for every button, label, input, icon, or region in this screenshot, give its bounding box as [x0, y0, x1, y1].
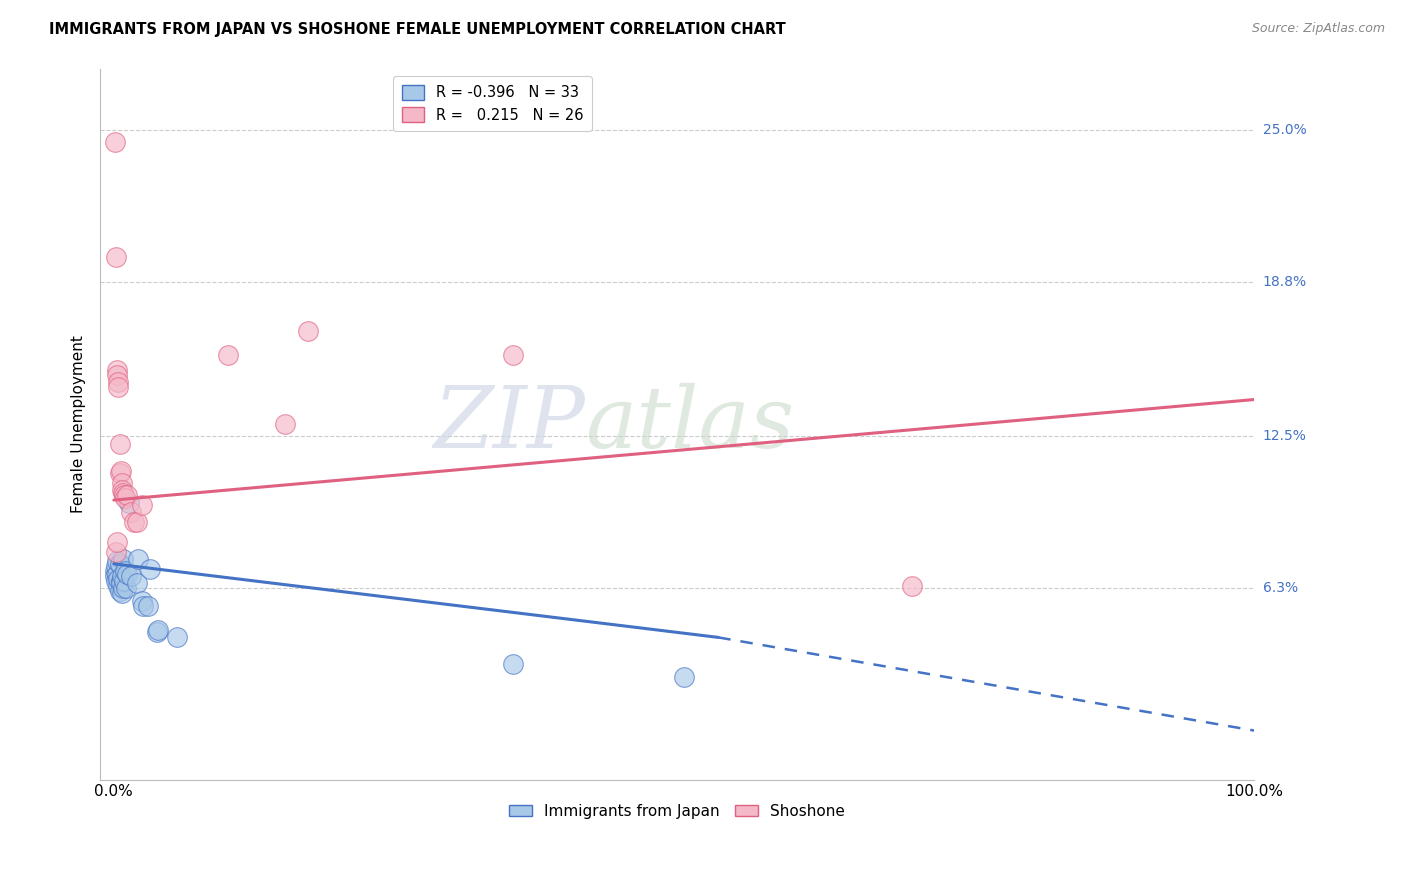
Point: [131, 498, 153, 512]
Point: [297, 324, 319, 338]
Point: [105, 250, 128, 264]
Text: atlas: atlas: [585, 383, 794, 466]
Point: [115, 582, 138, 596]
Point: [111, 586, 134, 600]
Point: [110, 574, 132, 588]
Point: [105, 554, 128, 568]
Point: [120, 569, 142, 583]
Point: [111, 569, 134, 583]
Point: [105, 363, 128, 377]
Point: [105, 544, 128, 558]
Text: 25.0%: 25.0%: [1263, 123, 1306, 136]
Point: [217, 348, 239, 362]
Point: [114, 564, 136, 578]
Point: [139, 562, 162, 576]
Point: [125, 576, 148, 591]
Point: [111, 552, 134, 566]
Point: [502, 348, 524, 362]
Point: [105, 534, 128, 549]
Point: [105, 566, 128, 581]
Point: [132, 599, 155, 613]
Point: [112, 574, 135, 588]
Point: [136, 599, 159, 613]
Point: [117, 495, 139, 509]
Point: [107, 376, 129, 390]
Point: [108, 583, 131, 598]
Y-axis label: Female Unemployment: Female Unemployment: [72, 335, 86, 513]
Point: [111, 483, 134, 498]
Point: [901, 579, 924, 593]
Text: Source: ZipAtlas.com: Source: ZipAtlas.com: [1251, 22, 1385, 36]
Text: ZIP: ZIP: [433, 383, 585, 466]
Point: [108, 436, 131, 450]
Point: [502, 657, 524, 672]
Point: [107, 380, 129, 394]
Point: [148, 623, 170, 637]
Point: [108, 557, 131, 571]
Point: [672, 670, 695, 684]
Point: [274, 417, 297, 431]
Legend: Immigrants from Japan, Shoshone: Immigrants from Japan, Shoshone: [503, 798, 851, 825]
Point: [112, 488, 135, 502]
Point: [110, 464, 132, 478]
Text: 6.3%: 6.3%: [1263, 582, 1298, 595]
Text: 18.8%: 18.8%: [1263, 275, 1306, 289]
Point: [104, 135, 127, 149]
Point: [110, 576, 132, 591]
Point: [114, 491, 136, 505]
Point: [166, 631, 188, 645]
Point: [146, 625, 169, 640]
Point: [125, 515, 148, 529]
Point: [104, 569, 127, 583]
Point: [131, 593, 153, 607]
Point: [127, 552, 149, 566]
Point: [111, 485, 134, 500]
Point: [105, 368, 128, 382]
Point: [104, 564, 127, 578]
Point: [117, 566, 139, 581]
Point: [111, 582, 134, 596]
Point: [105, 559, 128, 574]
Point: [105, 574, 128, 588]
Text: IMMIGRANTS FROM JAPAN VS SHOSHONE FEMALE UNEMPLOYMENT CORRELATION CHART: IMMIGRANTS FROM JAPAN VS SHOSHONE FEMALE…: [49, 22, 786, 37]
Point: [111, 475, 134, 490]
Point: [120, 505, 142, 519]
Point: [107, 572, 129, 586]
Text: 12.5%: 12.5%: [1263, 429, 1306, 443]
Point: [124, 515, 146, 529]
Point: [108, 466, 131, 480]
Point: [107, 579, 129, 593]
Point: [117, 488, 139, 502]
